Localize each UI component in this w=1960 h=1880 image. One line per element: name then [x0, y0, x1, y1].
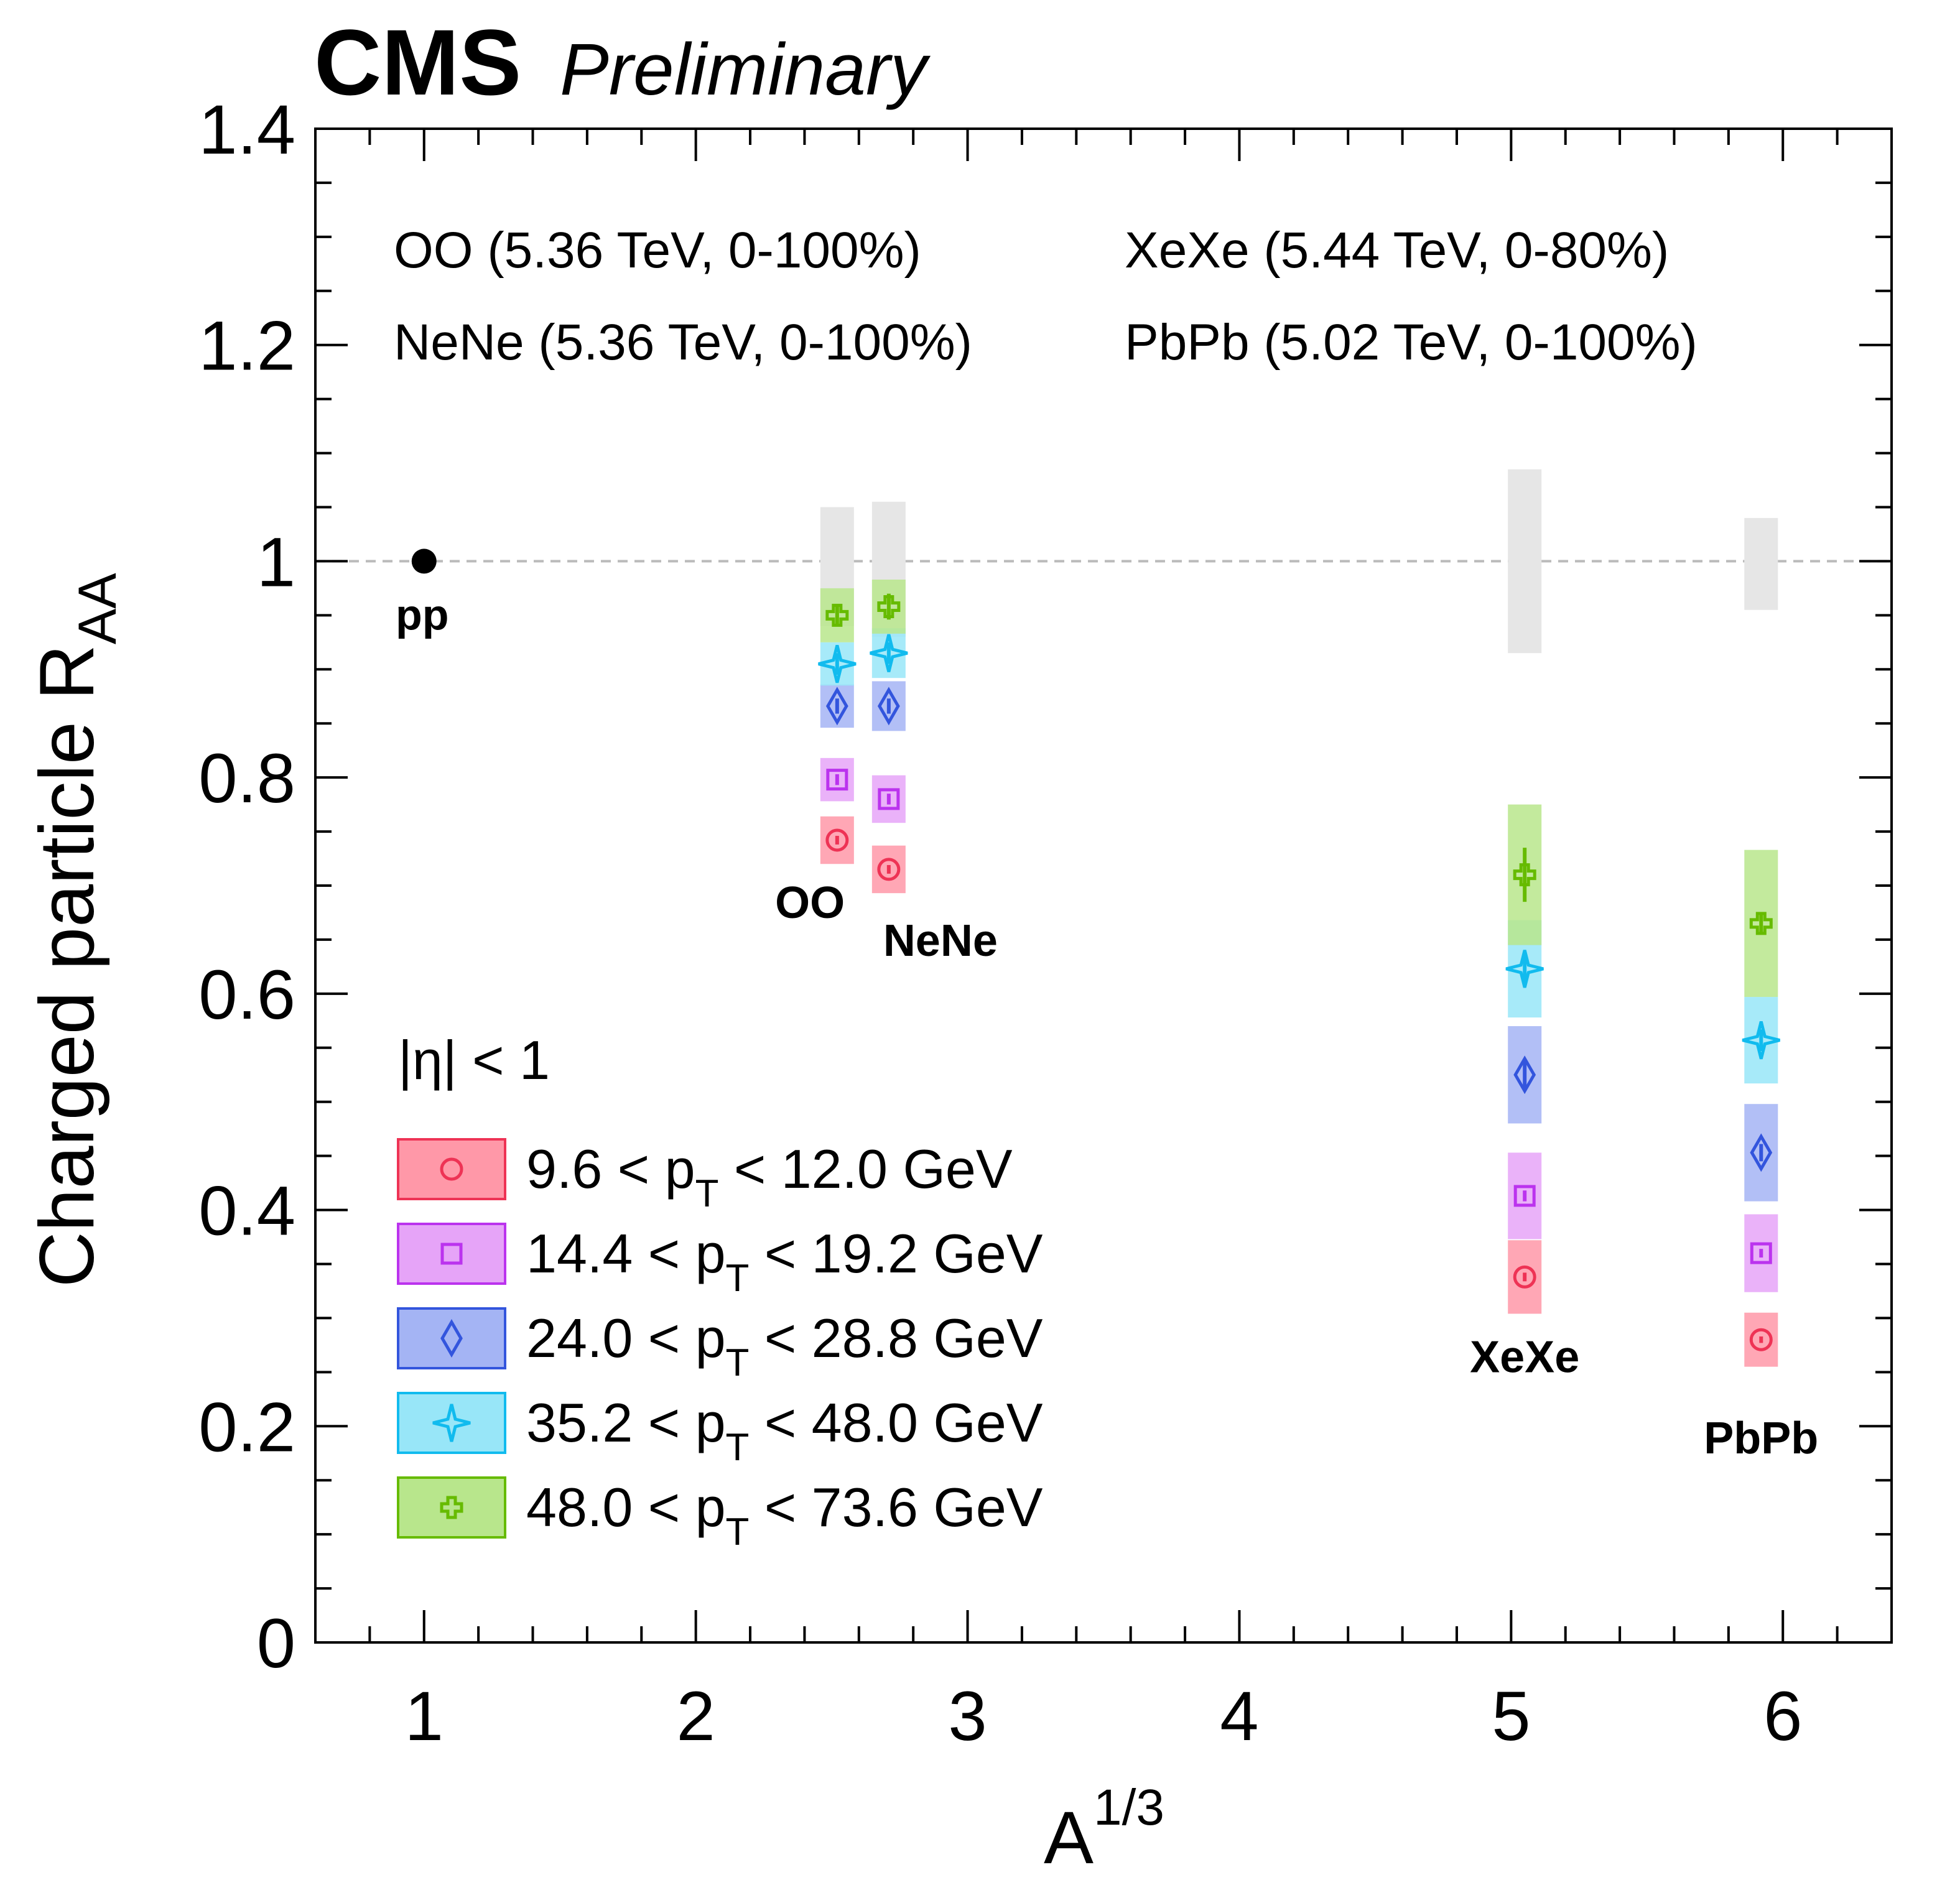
system-info-oo: OO (5.36 TeV, 0-100%): [394, 222, 921, 279]
data-markers: [411, 549, 1780, 1351]
legend-marker-pt1: [440, 1157, 463, 1181]
legend-label-pt4: 35.2 < pT < 48.0 GeV: [526, 1392, 1043, 1469]
legend-label-sub: T: [695, 1172, 719, 1215]
legend-marker-pt3: [440, 1318, 463, 1358]
axis-ticks: [315, 129, 1892, 1642]
x-tick-label: 1: [405, 1677, 444, 1755]
y-tick-label: 0.8: [198, 739, 295, 817]
marker-pt1-nene: [877, 858, 901, 881]
marker-pt3-pbpb: [1750, 1133, 1773, 1172]
marker-pt3-nene: [877, 687, 900, 726]
y-tick-label: 1.2: [198, 307, 295, 385]
legend-swatch-pt3: [397, 1307, 506, 1369]
legend-label-pt2: 14.4 < pT < 19.2 GeV: [526, 1223, 1043, 1300]
y-tick-label: 0.6: [198, 956, 295, 1034]
x-tick-label: 5: [1492, 1677, 1530, 1755]
legend-swatch-pt1: [397, 1138, 506, 1200]
legend-label-sub: T: [726, 1257, 750, 1300]
legend-label-post: < 28.8 GeV: [749, 1307, 1043, 1369]
marker-pt2-oo: [826, 769, 848, 791]
y-axis-title: Charged particle RAA: [24, 573, 128, 1287]
system-labels: pp OO NeNe XeXe PbPb: [396, 590, 1818, 1463]
marker-pt4-oo: [818, 644, 857, 683]
marker-pt2-nene: [878, 788, 900, 810]
legend-swatch-pt4: [397, 1392, 506, 1454]
legend-label-sub: T: [726, 1426, 750, 1469]
system-label-nene: NeNe: [883, 916, 998, 966]
system-info-nene: NeNe (5.36 TeV, 0-100%): [394, 314, 972, 371]
legend-label-pre: 24.0 < p: [526, 1307, 726, 1369]
legend-label-post: < 73.6 GeV: [749, 1476, 1043, 1538]
y-axis-title-sub: AA: [68, 573, 128, 644]
y-tick-label: 0.4: [198, 1172, 295, 1250]
legend-label-sub: T: [726, 1511, 750, 1554]
legend-label-pre: 48.0 < p: [526, 1476, 726, 1538]
system-label-pbpb: PbPb: [1704, 1414, 1818, 1463]
legend-label-post: < 12.0 GeV: [718, 1138, 1012, 1200]
legend-label-pt1: 9.6 < pT < 12.0 GeV: [526, 1138, 1013, 1215]
x-tick-label: 4: [1220, 1677, 1258, 1755]
marker-pt4-xexe: [1505, 950, 1544, 988]
pp-point: [411, 549, 437, 574]
legend-label-pre: 9.6 < p: [526, 1138, 695, 1200]
legend-label-pre: 14.4 < p: [526, 1223, 726, 1284]
legend-label-post: < 19.2 GeV: [749, 1223, 1043, 1284]
legend-swatch-pt2: [397, 1223, 506, 1285]
x-tick-label: 6: [1763, 1677, 1802, 1755]
marker-pt5-pbpb: [1749, 912, 1773, 935]
marker-pt5-xexe: [1513, 863, 1536, 887]
legend-marker-pt4: [432, 1404, 471, 1442]
pp-label: pp: [396, 590, 449, 639]
y-tick-label: 1: [257, 523, 295, 601]
marker-pt4-pbpb: [1742, 1021, 1780, 1060]
marker-pt3-oo: [825, 687, 848, 726]
system-label-oo: OO: [775, 878, 845, 928]
y-axis-title-main: Charged particle R: [24, 644, 110, 1287]
marker-pt2-xexe: [1513, 1185, 1536, 1207]
legend-label-sub: T: [726, 1341, 750, 1384]
marker-pt5-oo: [825, 603, 849, 627]
status-subtitle: Preliminary: [560, 29, 931, 111]
system-info-xexe: XeXe (5.44 TeV, 0-80%): [1125, 222, 1669, 279]
norm-uncertainty-pbpb: [1744, 517, 1778, 610]
x-axis-title: A1/3: [1044, 1779, 1164, 1879]
legend-header: |η| < 1: [398, 1029, 550, 1091]
experiment-title: CMS: [314, 10, 521, 114]
legend-label-pt3: 24.0 < pT < 28.8 GeV: [526, 1307, 1043, 1384]
marker-pt2-pbpb: [1750, 1242, 1772, 1264]
legend-marker-pt5: [440, 1496, 463, 1519]
system-label-xexe: XeXe: [1470, 1332, 1579, 1382]
marker-pt3-xexe: [1513, 1055, 1536, 1095]
norm-uncertainty-xexe: [1508, 469, 1542, 654]
legend-label-post: < 48.0 GeV: [749, 1392, 1043, 1453]
x-tick-label: 2: [677, 1677, 715, 1755]
legend-label-pt5: 48.0 < pT < 73.6 GeV: [526, 1476, 1043, 1554]
legend-marker-pt2: [440, 1243, 463, 1265]
axes-frame: [314, 127, 1893, 1644]
legend-swatch-pt5: [397, 1476, 506, 1539]
marker-pt1-oo: [825, 828, 849, 852]
marker-pt5-nene: [877, 595, 901, 618]
legend-label-pre: 35.2 < p: [526, 1392, 726, 1453]
marker-pt1-xexe: [1513, 1265, 1536, 1289]
x-tick-label: 3: [948, 1677, 987, 1755]
y-tick-label: 0: [257, 1604, 295, 1682]
y-tick-label: 1.4: [198, 91, 295, 169]
x-axis-title-sup: 1/3: [1094, 1779, 1164, 1836]
system-info-pbpb: PbPb (5.02 TeV, 0-100%): [1125, 314, 1698, 371]
tick-labels: 0 0.2 0.4 0.6 0.8 1 1.2 1.4 1 2 3 4 5 6: [198, 91, 1802, 1755]
x-axis-title-main: A: [1044, 1796, 1094, 1879]
marker-pt1-pbpb: [1749, 1328, 1773, 1351]
y-tick-label: 0.2: [198, 1388, 295, 1466]
marker-pt4-nene: [870, 634, 908, 672]
